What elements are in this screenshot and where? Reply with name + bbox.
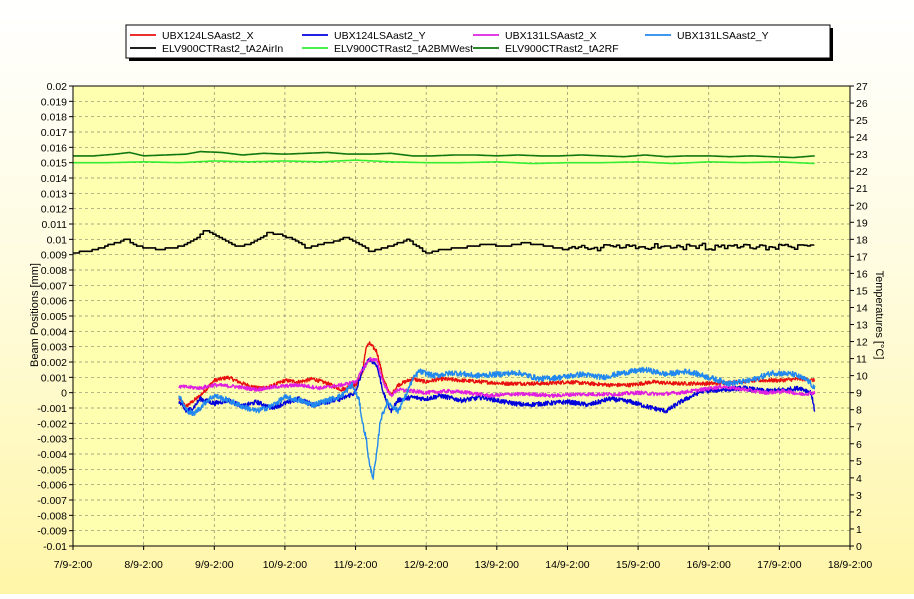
y-tick-label: 0.015 — [41, 158, 67, 170]
y2-tick-label: 16 — [856, 268, 868, 280]
y-tick-label: 0.006 — [41, 296, 67, 308]
legend-label: UBX124LSAast2_Y — [334, 30, 426, 42]
legend-label: ELV900CTRast2_tA2BMWest — [334, 43, 473, 55]
y-tick-label: -0.009 — [37, 526, 67, 538]
series-line-UBX131LSAast2_Y — [178, 366, 816, 480]
x-tick-label: 14/9-2:00 — [545, 559, 590, 571]
y-tick-label: -0.01 — [43, 541, 67, 553]
y2-tick-label: 25 — [856, 115, 868, 127]
x-tick-label: 8/9-2:00 — [124, 559, 163, 571]
y-tick-label: 0.019 — [41, 96, 67, 108]
y2-tick-label: 19 — [856, 217, 868, 229]
legend-box — [125, 24, 831, 59]
legend-label: UBX124LSAast2_X — [162, 30, 254, 42]
y-tick-label: 0.004 — [41, 326, 67, 338]
y2-tick-label: 6 — [856, 439, 862, 451]
y2-tick-label: 13 — [856, 320, 868, 332]
y-tick-label: 0.02 — [47, 81, 68, 93]
y2-tick-label: 20 — [856, 200, 868, 212]
y-tick-label: -0.003 — [37, 434, 67, 446]
y2-tick-label: 11 — [856, 354, 867, 366]
y-tick-label: 0 — [61, 388, 67, 400]
series-line-ELV900CTRast2_tA2BMWest — [72, 159, 815, 165]
y-tick-label: 0.013 — [41, 188, 67, 200]
y-tick-label: -0.005 — [37, 464, 67, 476]
y2-axis-label: Temperatures [°C] — [873, 271, 885, 360]
y2-tick-label: 22 — [856, 166, 868, 178]
x-tick-label: 13/9-2:00 — [475, 559, 520, 571]
y-tick-label: -0.006 — [37, 480, 67, 492]
y2-tick-label: 2 — [856, 507, 862, 519]
y-tick-label: 0.003 — [41, 342, 67, 354]
x-tick-label: 17/9-2:00 — [757, 559, 802, 571]
legend-label: ELV900CTRast2_tA2RF — [505, 43, 619, 55]
legend-label: ELV900CTRast2_tA2AirIn — [162, 43, 283, 55]
y-tick-label: 0.018 — [41, 112, 67, 124]
legend: UBX124LSAast2_X UBX124LSAast2_Y UBX131LSAa… — [125, 24, 833, 61]
series-line-ELV900CTRast2_tA2RF — [72, 150, 815, 159]
y-tick-label: 0.001 — [41, 372, 67, 384]
series-line-UBX124LSAast2_Y — [178, 357, 816, 414]
y-tick-label: 0.005 — [41, 311, 67, 323]
y2-tick-label: 7 — [856, 422, 862, 434]
y2-tick-label: 15 — [856, 285, 868, 297]
y2-tick-label: 10 — [856, 371, 868, 383]
y-tick-label: 0.016 — [41, 142, 67, 154]
y-tick-label: 0.002 — [41, 357, 67, 369]
y-tick-label: 0.009 — [41, 250, 67, 262]
series-line-ELV900CTRast2_tA2AirIn — [73, 230, 815, 254]
y-tick-label: -0.002 — [37, 418, 67, 430]
y-tick-label: -0.008 — [37, 510, 67, 522]
y-tick-label: 0.011 — [42, 219, 68, 231]
y-tick-label: -0.007 — [37, 495, 67, 507]
x-tick-label: 10/9-2:00 — [263, 559, 308, 571]
y2-tick-label: 3 — [856, 490, 862, 502]
y-tick-label: 0.017 — [41, 127, 67, 139]
y2-tick-label: 1 — [856, 524, 862, 536]
y2-tick-label: 4 — [856, 473, 862, 485]
y2-tick-label: 18 — [856, 234, 868, 246]
y-axis-label: Beam Positions [mm] — [29, 263, 41, 367]
y-tick-label: -0.004 — [37, 449, 67, 461]
y2-tick-label: 8 — [856, 405, 862, 417]
x-tick-label: 11/9-2:00 — [334, 559, 378, 571]
y-tick-label: 0.007 — [41, 280, 67, 292]
x-tick-label: 7/9-2:00 — [54, 559, 93, 571]
y-tick-label: 0.012 — [41, 204, 67, 216]
y-tick-label: -0.001 — [37, 403, 67, 415]
x-tick-label: 16/9-2:00 — [687, 559, 732, 571]
x-tick-label: 9/9-2:00 — [195, 559, 234, 571]
x-tick-label: 15/9-2:00 — [616, 559, 661, 571]
series-line-UBX124LSAast2_X — [178, 341, 816, 409]
legend-label: UBX131LSAast2_Y — [677, 30, 769, 42]
y2-tick-label: 21 — [856, 183, 868, 195]
y2-tick-label: 14 — [856, 302, 868, 314]
y-tick-label: 0.008 — [41, 265, 67, 277]
y2-tick-label: 26 — [856, 98, 868, 110]
y2-tick-label: 9 — [856, 388, 862, 400]
legend-label: UBX131LSAast2_X — [505, 30, 597, 42]
y2-tick-label: 0 — [856, 541, 862, 553]
y2-tick-label: 5 — [856, 456, 862, 468]
y2-tick-label: 17 — [856, 251, 868, 263]
y-tick-label: 0.01 — [47, 234, 68, 246]
x-tick-label: 12/9-2:00 — [404, 559, 449, 571]
y2-tick-label: 27 — [856, 81, 868, 93]
x-tick-label: 18/9-2:00 — [828, 559, 873, 571]
y-tick-label: 0.014 — [41, 173, 67, 185]
series-line-UBX131LSAast2_X — [178, 356, 816, 399]
y2-tick-label: 12 — [856, 337, 868, 349]
y2-tick-label: 24 — [856, 132, 868, 144]
y2-tick-label: 23 — [856, 149, 868, 161]
